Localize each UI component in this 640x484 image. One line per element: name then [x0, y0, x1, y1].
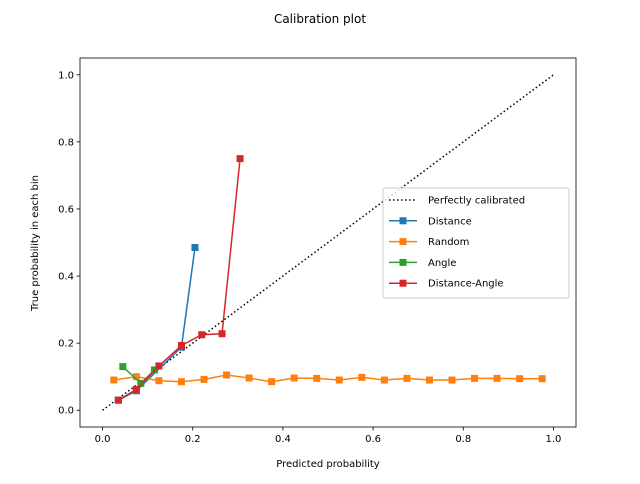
data-point: [335, 376, 343, 384]
legend-label: Angle: [428, 258, 456, 269]
y-tick-label: 0.4: [58, 272, 74, 283]
data-point: [155, 362, 163, 370]
data-point: [448, 376, 456, 384]
legend: Perfectly calibrated Distance Random Angle D…: [382, 187, 570, 299]
data-point: [313, 374, 321, 382]
y-tick-label: 0.8: [58, 137, 74, 148]
data-point: [245, 374, 253, 382]
x-tick-label: 0.6: [365, 434, 381, 445]
y-tick-label: 0.6: [58, 204, 74, 215]
legend-entry: Distance: [389, 216, 472, 227]
data-point: [471, 374, 479, 382]
legend-label: Distance-Angle: [428, 279, 504, 290]
x-tick-label: 0.0: [95, 434, 111, 445]
data-point: [403, 374, 411, 382]
data-point: [119, 363, 127, 371]
legend-marker: [399, 279, 407, 287]
legend-marker: [399, 217, 407, 225]
legend-label: Random: [428, 237, 469, 248]
data-point: [493, 374, 501, 382]
series-distance-angle: [114, 155, 244, 404]
data-point: [200, 375, 208, 383]
x-axis-label: Predicted probability: [276, 459, 380, 470]
legend-label: Perfectly calibrated: [428, 196, 525, 207]
x-tick-label: 0.2: [185, 434, 201, 445]
series-line: [113, 374, 543, 383]
axes-frame: [79, 57, 577, 428]
data-point: [516, 375, 524, 383]
legend-entry: Distance-Angle: [389, 279, 504, 290]
y-tick-label: 1.0: [58, 70, 74, 81]
y-tick-label: 0.0: [58, 406, 74, 417]
data-point: [538, 375, 546, 383]
data-point: [358, 373, 366, 381]
legend-marker: [399, 258, 407, 266]
data-point: [155, 377, 163, 385]
series-line: [117, 158, 241, 401]
data-point: [191, 244, 199, 252]
data-point: [290, 374, 298, 382]
data-point: [114, 396, 122, 404]
x-tick-label: 0.8: [455, 434, 471, 445]
data-point: [236, 155, 244, 163]
legend-entry: Angle: [389, 258, 456, 269]
data-point: [268, 378, 276, 386]
data-point: [110, 376, 118, 384]
legend-label: Distance: [428, 216, 472, 227]
data-point: [137, 379, 145, 387]
y-tick-label: 0.2: [58, 339, 74, 350]
legend-marker: [399, 238, 407, 246]
y-axis-label: True probability in each bin: [30, 175, 41, 312]
data-point: [132, 373, 140, 381]
data-point: [177, 341, 185, 349]
data-point: [218, 330, 226, 338]
plot-area: 0.0 0.2 0.4 0.6 0.8 1.0 0.0 0.2 0.4 0.6 0.8 1.0: [58, 57, 577, 445]
perfectly-calibrated-line: [102, 74, 554, 411]
data-point: [380, 376, 388, 384]
chart-title: Calibration plot: [274, 12, 366, 26]
series-random: [110, 371, 546, 386]
data-point: [132, 385, 140, 393]
data-point: [198, 331, 206, 339]
x-tick-label: 0.4: [275, 434, 291, 445]
legend-entry: Perfectly calibrated: [389, 196, 525, 207]
data-point: [425, 376, 433, 384]
data-point: [177, 378, 185, 386]
legend-box: [382, 187, 570, 299]
legend-entry: Random: [389, 237, 469, 248]
data-point: [223, 371, 231, 379]
x-tick-label: 1.0: [546, 434, 562, 445]
